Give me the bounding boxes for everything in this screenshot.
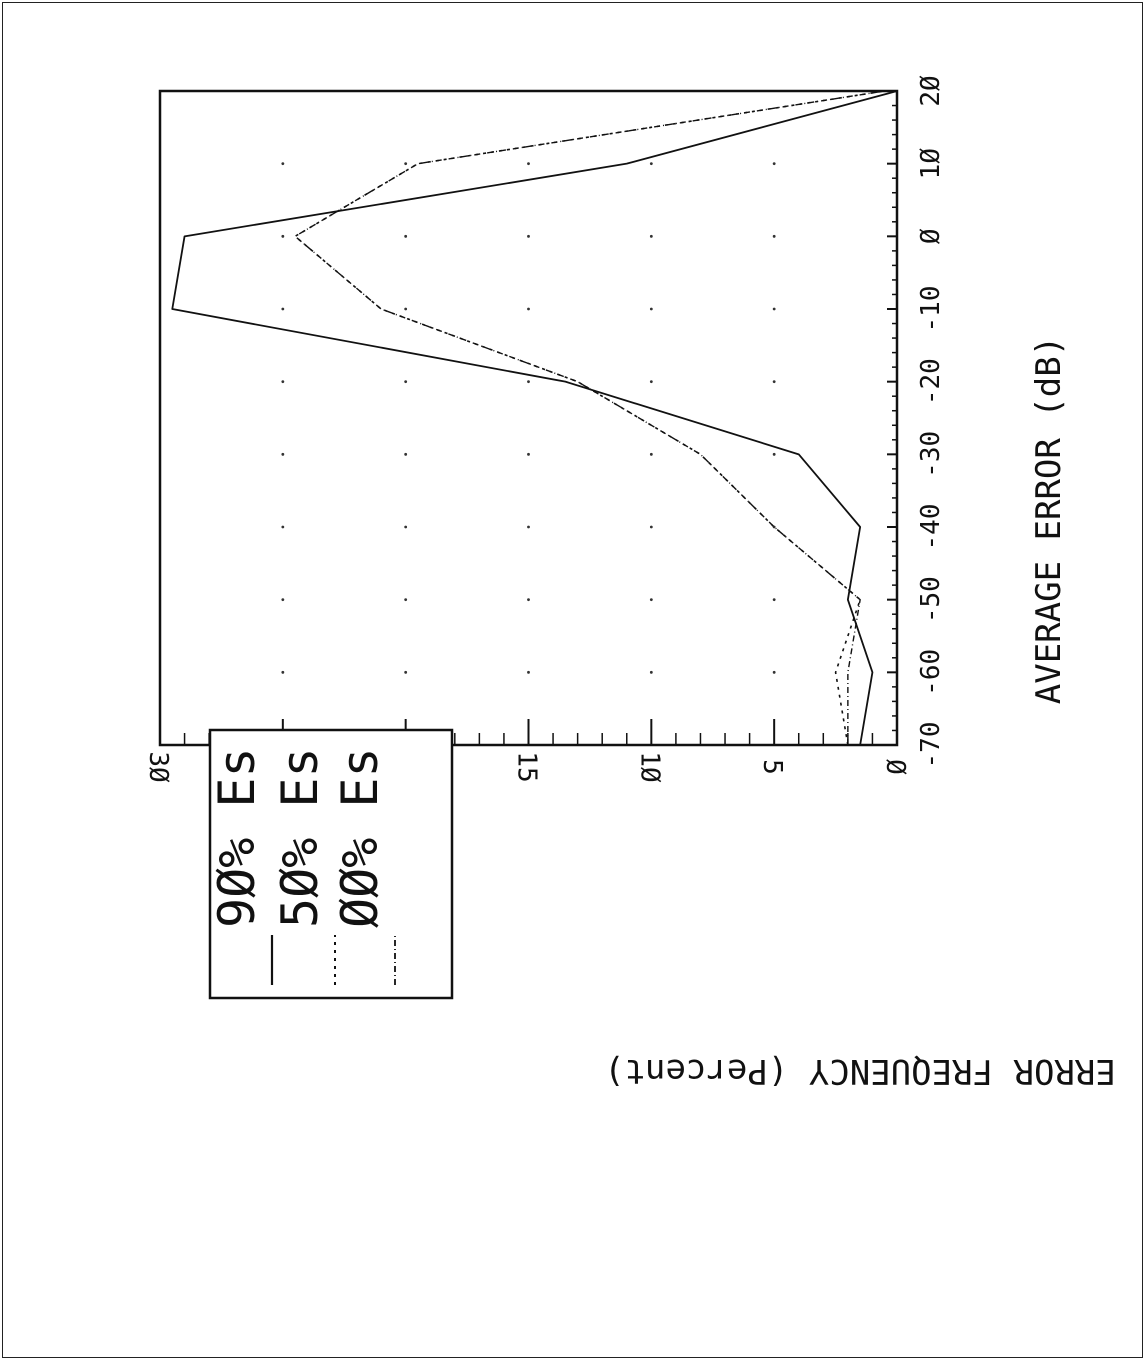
x-tick-label: -10: [916, 286, 946, 333]
grid-dot: [772, 598, 776, 602]
y-axis-label: ERROR FREQUENCY (Percent): [604, 1051, 1116, 1091]
series-line-2: [294, 90, 885, 746]
grid-dot: [772, 670, 776, 674]
grid-dot: [281, 670, 285, 674]
legend-label-2: 5Ø% Es: [271, 747, 329, 928]
grid-dot: [527, 307, 530, 311]
x-tick-label: -20: [916, 358, 946, 405]
grid-dot: [281, 598, 285, 602]
grid-dot: [527, 234, 530, 238]
grid-dot: [649, 380, 653, 384]
legend-box: [208, 728, 454, 1000]
grid-dot: [649, 307, 653, 311]
grid-dot: [281, 162, 285, 166]
x-tick-label: -40: [916, 504, 946, 551]
grid-dot: [649, 598, 653, 602]
y-tick-label: 1Ø: [634, 751, 664, 783]
x-tick-label: -60: [916, 649, 946, 696]
grid-dot: [527, 452, 530, 456]
grid-dot: [404, 307, 408, 311]
x-tick-label: -70: [916, 722, 946, 769]
grid-dot: [281, 307, 285, 311]
grid-dot: [281, 452, 285, 456]
legend-label-3: ØØ% Es: [331, 747, 389, 928]
grid-dot: [649, 452, 653, 456]
y-tick-label: 15: [512, 751, 542, 782]
axis-ticks: [183, 104, 897, 745]
grid-dot: [281, 234, 285, 238]
x-tick-labels: -70 -60 -50 -40 -30 -20 -10 Ø 1Ø 2Ø: [916, 75, 946, 768]
x-axis-label: AVERAGE ERROR (dB): [1029, 336, 1069, 704]
grid-dot: [527, 525, 530, 529]
x-tick-label: 1Ø: [916, 148, 946, 180]
legend-label-1: 9Ø% Es: [208, 747, 266, 928]
grid-dot: [772, 380, 776, 384]
grid-dot: [772, 307, 776, 311]
grid-dot: [772, 162, 776, 166]
grid-dot: [649, 162, 653, 166]
grid-dot: [649, 234, 653, 238]
grid-dot: [404, 380, 408, 384]
grid-dot: [281, 525, 285, 529]
grid-dot: [404, 598, 408, 602]
x-tick-label: 2Ø: [916, 75, 946, 107]
legend: 9Ø% Es 5Ø% Es ØØ% Es: [208, 728, 454, 1000]
y-tick-label: Ø: [880, 759, 910, 775]
grid-dot: [772, 525, 776, 529]
grid-dot: [527, 380, 530, 384]
grid-dot: [404, 670, 408, 674]
grid-dot: [281, 380, 285, 384]
series-line-3: [294, 90, 885, 745]
grid-dot: [404, 162, 408, 166]
x-tick-label: Ø: [916, 228, 946, 244]
series-lines: [171, 90, 898, 746]
grid-dot: [772, 452, 776, 456]
grid-dot: [772, 234, 776, 238]
y-tick-label: 3Ø: [143, 751, 173, 783]
series-line-1: [171, 90, 898, 746]
grid-dot: [404, 234, 408, 238]
y-tick-label: 5: [757, 759, 787, 775]
grid-dots: [281, 162, 776, 674]
grid-dot: [527, 598, 530, 602]
grid-dot: [527, 670, 530, 674]
grid-dot: [649, 525, 653, 529]
plot-frame: [158, 89, 899, 747]
x-tick-label: -30: [916, 431, 946, 478]
grid-dot: [404, 525, 408, 529]
grid-dot: [649, 670, 653, 674]
x-tick-label: -50: [916, 576, 946, 623]
grid-dot: [404, 452, 408, 456]
grid-dot: [527, 162, 530, 166]
